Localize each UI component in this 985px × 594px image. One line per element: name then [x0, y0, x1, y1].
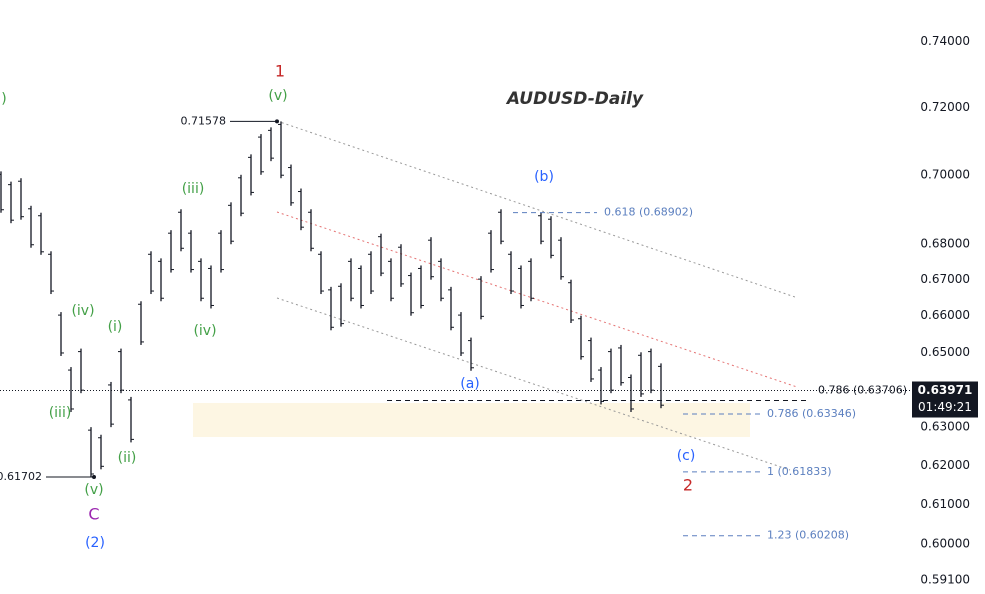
- y-tick-label: 0.66000: [920, 308, 970, 322]
- wave-label: (v): [268, 88, 287, 104]
- wave-label: (v): [84, 482, 103, 498]
- y-tick-label: 0.61000: [920, 497, 970, 511]
- y-tick-label: 0.62000: [920, 458, 970, 472]
- point-dot: [275, 119, 279, 124]
- point-label: 0.61702: [0, 470, 42, 483]
- countdown: 01:49:21: [918, 400, 972, 414]
- chart-title: AUDUSD-Daily: [505, 89, 644, 109]
- point-dot: [92, 474, 96, 479]
- wave-label: C: [88, 505, 99, 524]
- wave-label: (iii): [49, 405, 72, 421]
- retrace-label: 0.786 (0.63706): [818, 383, 907, 396]
- fib-label: 0.786 (0.63346): [767, 407, 856, 420]
- wave-label: (i): [108, 319, 123, 335]
- channel-mid: [276, 211, 798, 388]
- channel-upper: [276, 120, 796, 298]
- y-tick-label: 0.63000: [920, 420, 970, 434]
- wave-label: 2: [683, 476, 693, 495]
- wave-label: ): [1, 91, 6, 107]
- target-zone: [193, 403, 750, 437]
- wave-label: (c): [677, 448, 696, 464]
- y-tick-label: 0.72000: [920, 100, 970, 114]
- price-tag-value: 0.63971: [918, 383, 973, 397]
- wave-label: (a): [460, 376, 480, 392]
- wave-label: (ii): [118, 450, 137, 466]
- point-label: 0.71578: [181, 114, 227, 127]
- wave-label: (iv): [71, 303, 94, 319]
- wave-label: 1: [275, 62, 285, 81]
- price-tag: [912, 381, 978, 418]
- y-tick-label: 0.60000: [920, 536, 970, 550]
- fib-label: 1.23 (0.60208): [767, 529, 849, 542]
- y-tick-label: 0.70000: [920, 167, 970, 181]
- y-tick-label: 0.74000: [920, 34, 970, 48]
- y-tick-label: 0.68000: [920, 237, 970, 251]
- fib-label: 0.618 (0.68902): [604, 206, 693, 219]
- y-tick-label: 0.59100: [920, 573, 970, 587]
- y-tick-label: 0.65000: [920, 345, 970, 359]
- channel-lower: [276, 297, 791, 471]
- fib-label: 1 (0.61833): [767, 465, 832, 478]
- wave-label: (iv): [193, 323, 216, 339]
- wave-label: (b): [534, 169, 554, 185]
- wave-label: (2): [85, 535, 105, 551]
- y-tick-label: 0.67000: [920, 272, 970, 286]
- wave-label: (iii): [182, 181, 205, 197]
